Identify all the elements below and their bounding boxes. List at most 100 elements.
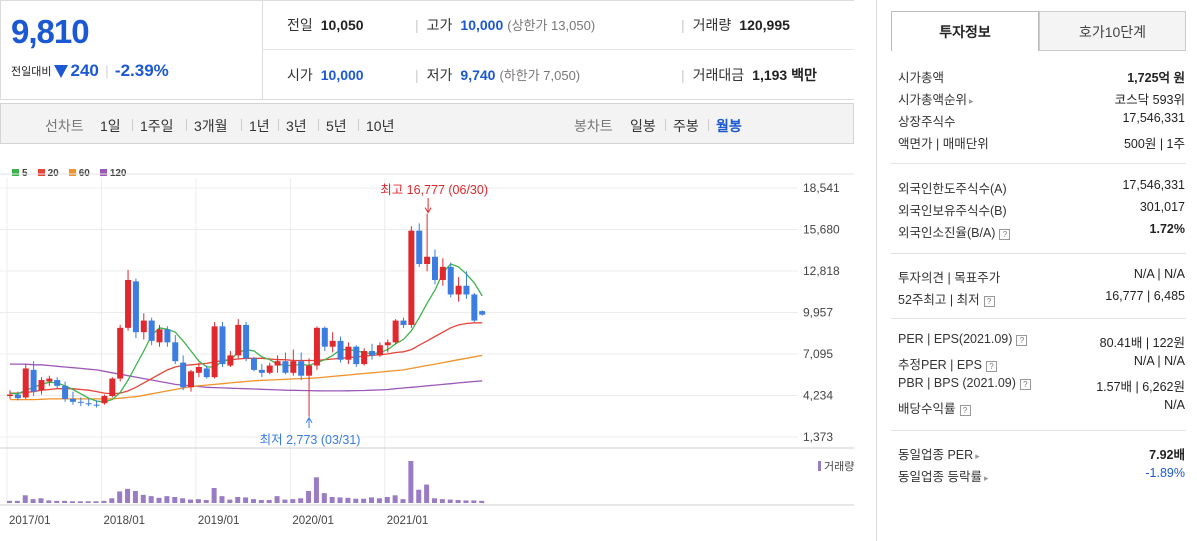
period-10y[interactable]: 10년 — [366, 118, 395, 134]
help-icon[interactable]: ? — [983, 296, 995, 307]
volume-bar — [156, 497, 162, 503]
info-value: N/A | N/A — [1133, 267, 1185, 281]
candle-monthly[interactable]: 월봉 — [716, 118, 742, 134]
candle-body — [101, 395, 108, 404]
info-key: 추정PER | EPS? — [898, 354, 997, 373]
candle-body — [266, 365, 273, 373]
candle-body — [250, 358, 257, 370]
volume-bar — [101, 500, 107, 503]
turnover-label: 거래대금 — [692, 67, 745, 83]
volume-bar — [266, 500, 272, 503]
period-3y[interactable]: 3년 — [286, 118, 307, 134]
info-row: 시가총액 1,725억 원 — [898, 64, 1185, 86]
help-icon[interactable]: ? — [959, 405, 971, 416]
section-foreign: 외국인한도주식수(A) 17,546,331 외국인보유주식수(B) 301,017… — [898, 175, 1185, 241]
divider: | — [415, 17, 419, 33]
candle-body — [7, 394, 13, 396]
high-price: | 고가 10,000 (상한가 13,050) — [415, 15, 595, 35]
line-chart-label: 선차트 — [45, 118, 84, 134]
info-key: 외국인한도주식수(A) — [898, 182, 1007, 196]
volume-bar — [306, 491, 312, 503]
candle-body — [180, 362, 187, 388]
volume-bar — [227, 499, 233, 503]
info-key: 시가총액 — [898, 71, 945, 85]
candle-weekly[interactable]: 주봉 — [673, 118, 699, 134]
info-row: PBR | BPS (2021.09)? 1.57배 | 6,262원 — [898, 373, 1185, 395]
help-icon[interactable]: ? — [1019, 379, 1031, 390]
volume-bar — [188, 499, 194, 503]
info-value: N/A — [1164, 398, 1185, 412]
x-tick-label: 2020/01 — [292, 515, 334, 527]
info-row[interactable]: 시가총액순위 ▸ 코스닥 593위 — [898, 86, 1185, 108]
help-icon[interactable]: ? — [1016, 335, 1028, 346]
high-value: 10,000 — [460, 17, 504, 33]
candle-daily[interactable]: 일봉 — [630, 118, 656, 134]
volume-bar — [180, 498, 186, 503]
candle-body — [416, 230, 423, 265]
info-key: 투자의견 | 목표주가 — [898, 271, 1001, 285]
volume-bar — [219, 496, 225, 503]
x-tick-label: 2021/01 — [387, 515, 429, 527]
volume-bar — [258, 500, 264, 503]
candle-body — [306, 365, 313, 376]
candle-body — [258, 369, 265, 373]
section-divider — [891, 253, 1186, 254]
volume-bar — [203, 500, 209, 503]
y-tick-label: 18,541 — [803, 181, 840, 195]
volume-bar — [140, 494, 146, 503]
change-percent: -2.39% — [114, 61, 169, 80]
volume-bar — [392, 495, 398, 503]
candle-body — [392, 320, 399, 343]
info-value: 500원 | 1주 — [1123, 137, 1185, 151]
period-1w[interactable]: 1주일 — [140, 118, 174, 134]
change-label: 전일대비 — [11, 65, 52, 78]
chevron-right-icon: ▸ — [969, 96, 974, 106]
divider: | — [681, 17, 685, 33]
info-value: 1.57배 | 6,262원 — [1096, 380, 1185, 394]
candle-body — [117, 327, 124, 379]
chevron-right-icon: ▸ — [983, 473, 989, 483]
info-row[interactable]: 동일업종 등락률 ▸ -1.89% — [898, 463, 1185, 485]
volume-bar — [22, 495, 28, 503]
info-key: 동일업종 등락률 ▸ — [898, 470, 989, 484]
volume-bar — [117, 491, 123, 503]
period-3m[interactable]: 3개월 — [194, 118, 228, 134]
period-1d[interactable]: 1일 — [100, 118, 121, 134]
y-tick-label: 1,373 — [803, 430, 833, 444]
info-value: N/A | N/A — [1133, 354, 1185, 368]
info-key: 액면가 | 매매단위 — [898, 137, 989, 151]
candle-body — [376, 345, 383, 356]
volume-bar — [361, 498, 367, 503]
period-5y[interactable]: 5년 — [326, 118, 347, 134]
info-key: 동일업종 PER ▸ — [898, 448, 980, 462]
tab-orderbook[interactable]: 호가10단계 — [1039, 11, 1186, 51]
legend-swatch — [12, 169, 19, 176]
info-value: 301,017 — [1139, 200, 1185, 214]
divider: | — [681, 67, 685, 83]
candle-chart-label: 봉차트 — [574, 118, 613, 134]
divider: | — [415, 67, 419, 83]
section-divider — [891, 163, 1186, 164]
stats-row-1: 전일 10,050 | 고가 10,000 (상한가 13,050) | 거래량 120,9… — [263, 1, 854, 50]
volume-bar — [345, 497, 351, 503]
info-row: 배당수익률? N/A — [898, 395, 1185, 417]
volume-bar — [77, 501, 83, 503]
info-row[interactable]: 동일업종 PER ▸ 7.92배 — [898, 441, 1185, 463]
info-key: 외국인소진율(B/A)? — [898, 222, 1011, 241]
candle-body — [345, 346, 352, 360]
x-tick-label: 2018/01 — [103, 515, 145, 527]
prev-close-value: 10,050 — [320, 17, 364, 33]
divider — [358, 119, 359, 131]
info-key: 시가총액순위 ▸ — [898, 93, 974, 107]
tab-investment-info[interactable]: 투자정보 — [891, 11, 1039, 51]
period-1y[interactable]: 1년 — [249, 118, 270, 134]
volume-label: 거래량 — [692, 17, 732, 33]
lower-limit: (하한가 7,050) — [499, 68, 581, 83]
candle-body — [227, 355, 234, 366]
info-row: 액면가 | 매매단위 500원 | 1주 — [898, 130, 1185, 152]
help-icon[interactable]: ? — [985, 361, 997, 372]
candle-body — [471, 294, 478, 321]
price-chart[interactable]: 18,541 15,680 12,818 9,957 7,095 4,234 1,373 20… — [0, 160, 854, 541]
help-icon[interactable]: ? — [999, 229, 1011, 240]
volume-bar — [471, 500, 477, 503]
